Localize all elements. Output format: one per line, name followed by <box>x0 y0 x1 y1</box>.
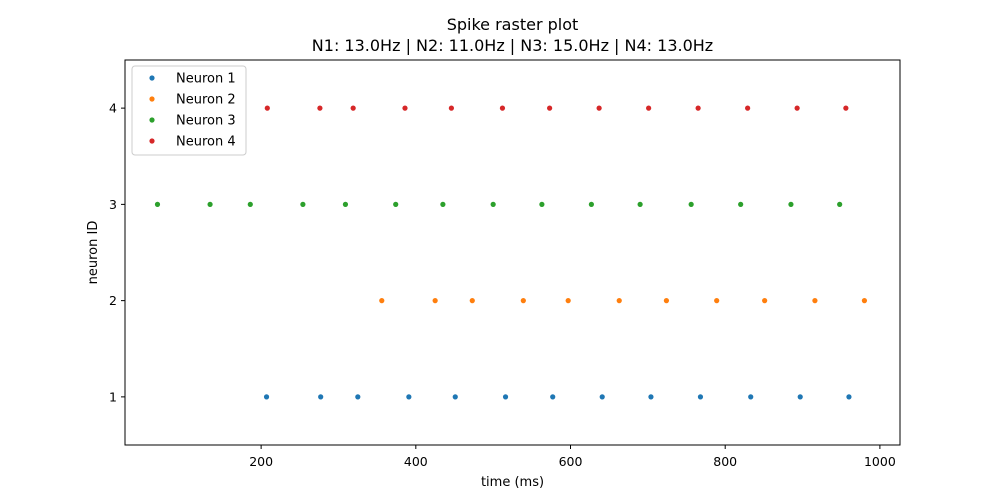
legend-label-neuron-4: Neuron 4 <box>176 135 236 150</box>
legend-box <box>131 65 247 156</box>
spike-point-neuron-1 <box>452 394 458 400</box>
x-tick-label: 400 <box>404 454 428 469</box>
spike-point-neuron-1 <box>355 394 361 400</box>
spike-point-neuron-4 <box>695 105 701 111</box>
spike-point-neuron-1 <box>263 394 270 400</box>
spike-point-neuron-3 <box>788 201 794 207</box>
legend-label-neuron-1: Neuron 1 <box>176 72 236 87</box>
spike-point-neuron-2 <box>469 298 475 304</box>
spike-point-neuron-3 <box>637 201 643 207</box>
spike-point-neuron-3 <box>300 201 306 207</box>
spike-points <box>154 105 868 400</box>
spike-point-neuron-3 <box>247 201 253 207</box>
spike-point-neuron-3 <box>837 201 843 207</box>
legend-label-neuron-2: Neuron 2 <box>176 93 236 108</box>
spike-point-neuron-4 <box>350 105 356 111</box>
spike-point-neuron-4 <box>448 105 454 111</box>
legend-label-neuron-3: Neuron 3 <box>176 114 236 129</box>
y-axis-label: neuron ID <box>86 221 101 285</box>
spike-point-neuron-1 <box>406 394 412 400</box>
spike-point-neuron-2 <box>663 298 670 304</box>
legend-marker-neuron-2 <box>149 96 155 102</box>
spike-point-neuron-2 <box>812 298 818 304</box>
y-tick-label: 2 <box>109 293 117 308</box>
spike-point-neuron-4 <box>402 105 408 111</box>
x-tick-label: 800 <box>713 454 737 469</box>
spike-point-neuron-4 <box>794 105 800 111</box>
plot-area <box>124 59 901 446</box>
spike-point-neuron-3 <box>154 201 161 207</box>
legend-marker-neuron-3 <box>149 117 155 123</box>
spike-point-neuron-1 <box>599 394 605 400</box>
spike-point-neuron-1 <box>648 394 654 400</box>
x-axis-ticks: 200 400 600 800 1000 <box>249 445 896 469</box>
spike-point-neuron-1 <box>550 394 556 400</box>
spike-point-neuron-3 <box>539 201 545 207</box>
y-axis-ticks: 1 2 3 4 <box>109 101 125 404</box>
x-tick-label: 600 <box>559 454 583 469</box>
spike-point-neuron-3 <box>207 201 213 207</box>
spike-point-neuron-1 <box>846 394 852 400</box>
spike-point-neuron-4 <box>843 105 849 111</box>
spike-point-neuron-1 <box>502 394 509 400</box>
spike-point-neuron-2 <box>379 298 385 304</box>
x-tick-label: 1000 <box>864 454 896 469</box>
y-tick-label: 4 <box>109 101 117 116</box>
legend: Neuron 1 Neuron 2 Neuron 3 Neuron 4 <box>131 65 247 156</box>
spike-point-neuron-4 <box>646 105 652 111</box>
y-tick-label: 3 <box>109 197 117 212</box>
spike-point-neuron-2 <box>616 298 622 304</box>
spike-point-neuron-4 <box>317 105 323 111</box>
spike-point-neuron-3 <box>490 201 496 207</box>
spike-point-neuron-2 <box>714 298 720 304</box>
x-tick-label: 200 <box>249 454 273 469</box>
spike-point-neuron-3 <box>738 201 744 207</box>
x-axis-label: time (ms) <box>481 475 544 490</box>
spike-point-neuron-4 <box>264 105 270 111</box>
spike-point-neuron-4 <box>547 105 553 111</box>
spike-point-neuron-3 <box>688 201 694 207</box>
y-tick-label: 1 <box>109 389 117 404</box>
chart-title: Spike raster plot <box>447 15 579 34</box>
spike-point-neuron-3 <box>393 201 399 207</box>
spike-point-neuron-2 <box>861 298 868 304</box>
spike-point-neuron-4 <box>745 105 751 111</box>
spike-point-neuron-2 <box>520 298 526 304</box>
spike-point-neuron-1 <box>797 394 803 400</box>
spike-point-neuron-3 <box>440 201 446 207</box>
spike-point-neuron-1 <box>318 394 324 400</box>
spike-point-neuron-1 <box>697 394 704 400</box>
spike-point-neuron-2 <box>565 298 571 304</box>
spike-point-neuron-2 <box>762 298 768 304</box>
spike-point-neuron-3 <box>342 201 349 207</box>
legend-marker-neuron-4 <box>149 138 155 144</box>
spike-point-neuron-2 <box>432 298 438 304</box>
spike-point-neuron-3 <box>588 201 594 207</box>
spike-point-neuron-4 <box>499 105 506 111</box>
spike-point-neuron-1 <box>748 394 754 400</box>
chart-subtitle: N1: 13.0Hz | N2: 11.0Hz | N3: 15.0Hz | N… <box>312 36 713 55</box>
spike-point-neuron-4 <box>596 105 602 111</box>
legend-marker-neuron-1 <box>149 75 155 81</box>
